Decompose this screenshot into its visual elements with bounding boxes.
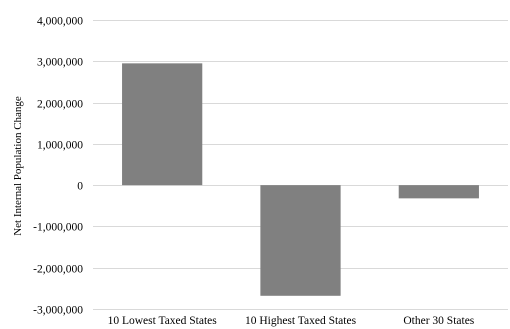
x-category-label: 10 Highest Taxed States xyxy=(245,315,357,327)
x-category-label: Other 30 States xyxy=(403,315,474,327)
bars xyxy=(122,63,479,296)
x-axis-category-labels: 10 Lowest Taxed States 10 Highest Taxed S… xyxy=(108,315,475,327)
y-tick-label: 2,000,000 xyxy=(37,99,83,111)
y-tick-label: -2,000,000 xyxy=(33,264,83,276)
y-tick-label: 0 xyxy=(77,181,83,193)
y-tick-label: 3,000,000 xyxy=(37,57,83,69)
y-axis-tick-labels: 4,000,000 3,000,000 2,000,000 1,000,000 0 -1,… xyxy=(33,16,83,317)
y-axis-title: Net Internal Population Change xyxy=(12,96,24,236)
x-category-label: 10 Lowest Taxed States xyxy=(108,315,218,327)
bar xyxy=(122,63,203,186)
y-tick-label: 1,000,000 xyxy=(37,140,83,152)
bar xyxy=(398,185,479,199)
bar xyxy=(260,185,341,296)
y-tick-label: 4,000,000 xyxy=(37,16,83,28)
y-tick-label: -1,000,000 xyxy=(33,222,83,234)
y-tick-label: -3,000,000 xyxy=(33,305,83,317)
